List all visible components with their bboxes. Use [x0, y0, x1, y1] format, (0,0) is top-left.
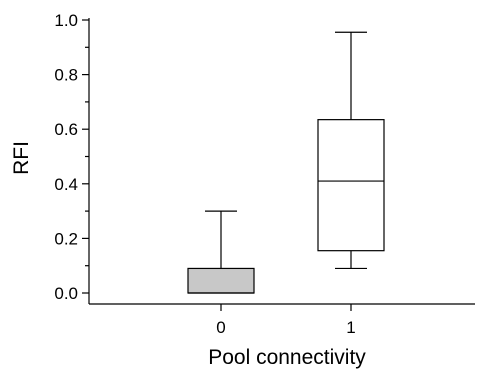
- y-axis: 0.0 0.2 0.4 0.6 0.8 1.0: [54, 11, 90, 304]
- y-tick-label: 0.0: [54, 284, 78, 303]
- y-tick-label: 0.8: [54, 66, 78, 85]
- box-iqr: [317, 119, 385, 252]
- boxes: [187, 31, 385, 294]
- y-tick-label: 0.4: [54, 175, 78, 194]
- x-tick-label: 1: [346, 318, 355, 337]
- y-tick-label: 1.0: [54, 11, 78, 30]
- y-tick-label: 0.2: [54, 229, 78, 248]
- box-iqr: [187, 267, 255, 294]
- box-group-1: [317, 31, 385, 270]
- box-group-0: [187, 210, 255, 294]
- y-ticks: 0.0 0.2 0.4 0.6 0.8 1.0: [54, 11, 89, 303]
- x-tick-label: 0: [216, 318, 225, 337]
- x-axis-title: Pool connectivity: [208, 346, 366, 369]
- y-axis-title: RFI: [10, 141, 33, 175]
- y-tick-label: 0.6: [54, 120, 78, 139]
